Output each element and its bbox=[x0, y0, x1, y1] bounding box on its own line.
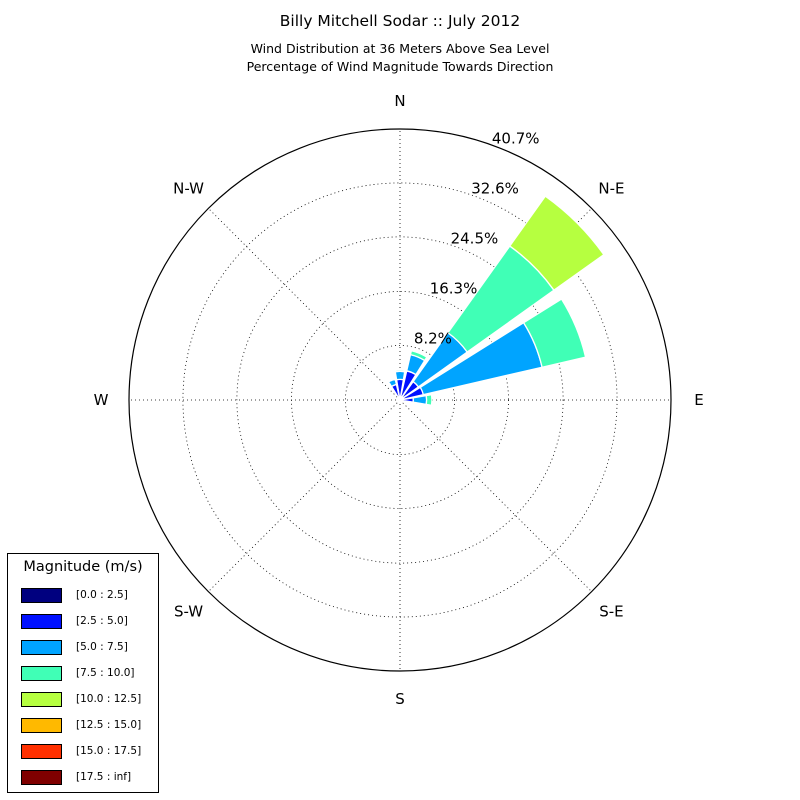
legend-label: [0.0 : 2.5] bbox=[76, 589, 128, 601]
chart-subtitle-line-2: Percentage of Wind Magnitude Towards Dir… bbox=[246, 59, 554, 74]
direction-label: S bbox=[395, 690, 405, 708]
legend-swatch bbox=[21, 666, 62, 681]
legend-item: [5.0 : 7.5] bbox=[8, 640, 158, 656]
legend-title: Magnitude (m/s) bbox=[23, 559, 143, 575]
grid-circle bbox=[345, 345, 455, 455]
legend-label: [7.5 : 10.0] bbox=[76, 667, 135, 679]
legend: Magnitude (m/s) [0.0 : 2.5] [2.5 : 5.0] [5… bbox=[7, 553, 159, 793]
radial-gridline bbox=[208, 208, 401, 401]
direction-label: E bbox=[694, 391, 703, 409]
wind-wedge bbox=[409, 349, 428, 362]
wind-wedge bbox=[508, 195, 605, 292]
wind-wedge bbox=[522, 298, 587, 368]
legend-swatch bbox=[21, 640, 62, 655]
wind-wedge bbox=[394, 369, 406, 373]
legend-swatch bbox=[21, 588, 62, 603]
direction-label: N-E bbox=[598, 180, 624, 198]
grid-circle bbox=[291, 291, 509, 509]
radial-tick-label: 8.2% bbox=[414, 330, 452, 348]
direction-label: W bbox=[94, 391, 109, 409]
legend-label: [10.0 : 12.5] bbox=[76, 693, 142, 705]
legend-item: [2.5 : 5.0] bbox=[8, 614, 158, 630]
legend-item: [15.0 : 17.5] bbox=[8, 744, 158, 760]
legend-label: [15.0 : 17.5] bbox=[76, 745, 142, 757]
radial-tick-label: 40.7% bbox=[492, 130, 540, 148]
direction-label: N-W bbox=[173, 180, 204, 198]
grid-circle bbox=[236, 236, 564, 564]
legend-item: [10.0 : 12.5] bbox=[8, 692, 158, 708]
legend-label: [12.5 : 15.0] bbox=[76, 719, 142, 731]
wind-wedge bbox=[394, 370, 406, 381]
legend-item: [12.5 : 15.0] bbox=[8, 718, 158, 734]
chart-subtitle-line-1: Wind Distribution at 36 Meters Above Sea… bbox=[250, 41, 550, 56]
radial-gridline bbox=[208, 399, 401, 592]
chart-title: Billy Mitchell Sodar :: July 2012 bbox=[279, 12, 521, 30]
legend-item: [17.5 : inf] bbox=[8, 770, 158, 786]
legend-item: [0.0 : 2.5] bbox=[8, 588, 158, 604]
grid-circle bbox=[182, 182, 618, 618]
wind-wedge bbox=[387, 378, 398, 388]
polar-frame bbox=[128, 128, 672, 672]
radial-gridline bbox=[399, 399, 592, 592]
direction-label: N bbox=[394, 92, 405, 110]
legend-swatch bbox=[21, 718, 62, 733]
legend-label: [5.0 : 7.5] bbox=[76, 641, 128, 653]
legend-swatch bbox=[21, 770, 62, 785]
radial-tick-label: 24.5% bbox=[451, 229, 499, 247]
wind-wedge bbox=[412, 394, 428, 406]
direction-label: S-W bbox=[174, 602, 203, 620]
legend-item: [7.5 : 10.0] bbox=[8, 666, 158, 682]
wind-wedge bbox=[425, 393, 433, 407]
legend-swatch bbox=[21, 692, 62, 707]
legend-swatch bbox=[21, 744, 62, 759]
direction-label: S-E bbox=[599, 602, 623, 620]
legend-swatch bbox=[21, 614, 62, 629]
legend-label: [2.5 : 5.0] bbox=[76, 615, 128, 627]
legend-label: [17.5 : inf] bbox=[76, 771, 132, 783]
radial-tick-label: 16.3% bbox=[430, 280, 478, 298]
radial-tick-label: 32.6% bbox=[471, 179, 519, 197]
